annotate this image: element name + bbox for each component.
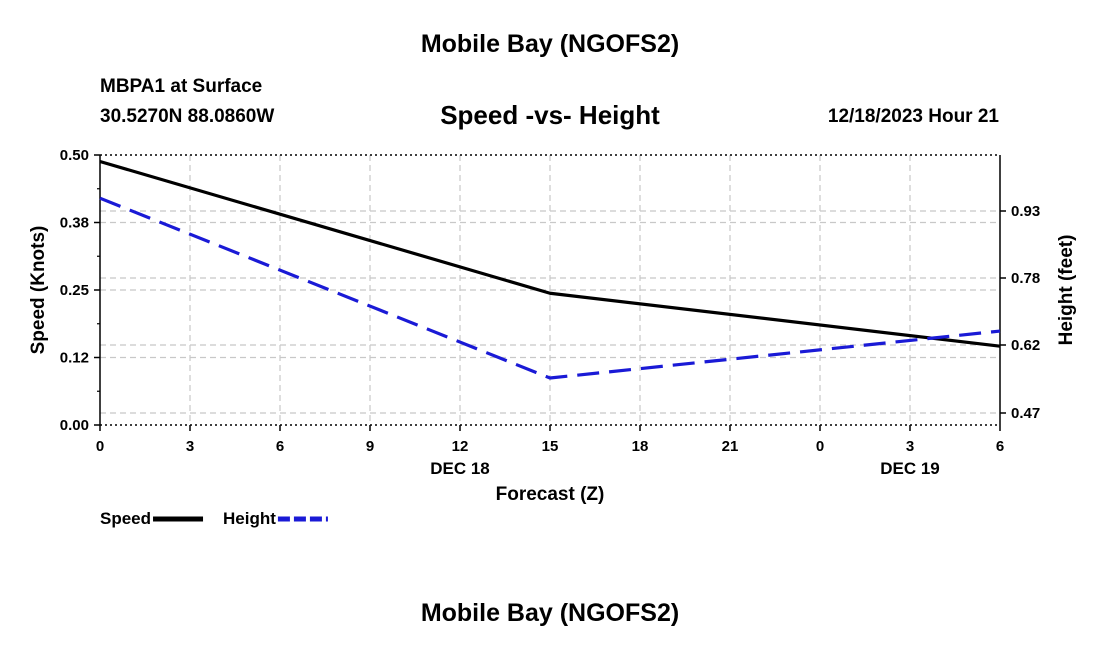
legend-label-height: Height <box>223 509 276 528</box>
y-axis-label: Speed (Knots) <box>28 226 49 355</box>
x-tick-label: 3 <box>186 438 194 455</box>
x-tick-label: 0 <box>816 438 824 455</box>
y2-tick-label: 0.93 <box>1011 203 1040 220</box>
x-tick-label: 9 <box>366 438 374 455</box>
footer-title: Mobile Bay (NGOFS2) <box>420 599 680 627</box>
x-tick-label: 12 <box>452 438 469 455</box>
x-date-label: DEC 19 <box>880 459 940 478</box>
grid-lines <box>100 155 1000 425</box>
x-tick-label: 18 <box>632 438 649 455</box>
y-tick-label: 0.38 <box>60 215 89 232</box>
y2-tick-label: 0.47 <box>1011 405 1040 422</box>
axis-labels: Forecast (Z) Speed (Knots) Height (feet) <box>28 226 1077 505</box>
legend-label-speed: Speed <box>100 509 151 528</box>
x-tick-label: 3 <box>906 438 914 455</box>
x-date-label: DEC 18 <box>430 459 490 478</box>
y2-tick-label: 0.78 <box>1011 270 1040 287</box>
x-tick-label: 15 <box>542 438 559 455</box>
page-title: Mobile Bay (NGOFS2) <box>420 30 680 58</box>
station-label: MBPA1 at Surface <box>100 76 263 97</box>
y2-tick-label: 0.62 <box>1011 337 1040 354</box>
y2-axis-label: Height (feet) <box>1056 235 1077 346</box>
y-tick-label: 0.00 <box>60 417 89 434</box>
x-tick-label: 0 <box>96 438 104 455</box>
x-tick-label: 6 <box>996 438 1004 455</box>
y-tick-label: 0.50 <box>60 147 89 164</box>
x-tick-label: 6 <box>276 438 284 455</box>
x-tick-label: 21 <box>722 438 739 455</box>
legend: Speed Height <box>100 509 328 528</box>
data-series <box>99 159 1001 380</box>
y-tick-label: 0.12 <box>60 350 89 367</box>
chart-title: Speed -vs- Height <box>440 100 660 130</box>
coordinates-label: 30.5270N 88.0860W <box>100 106 275 127</box>
y-tick-label: 0.25 <box>60 282 89 299</box>
x-axis-label: Forecast (Z) <box>496 484 605 505</box>
axes: 0.00 0.12 0.25 0.38 0.50 0.47 0.62 0.78 0.93 0 3 6 9… <box>60 147 1040 478</box>
datetime-label: 12/18/2023 Hour 21 <box>827 106 999 127</box>
